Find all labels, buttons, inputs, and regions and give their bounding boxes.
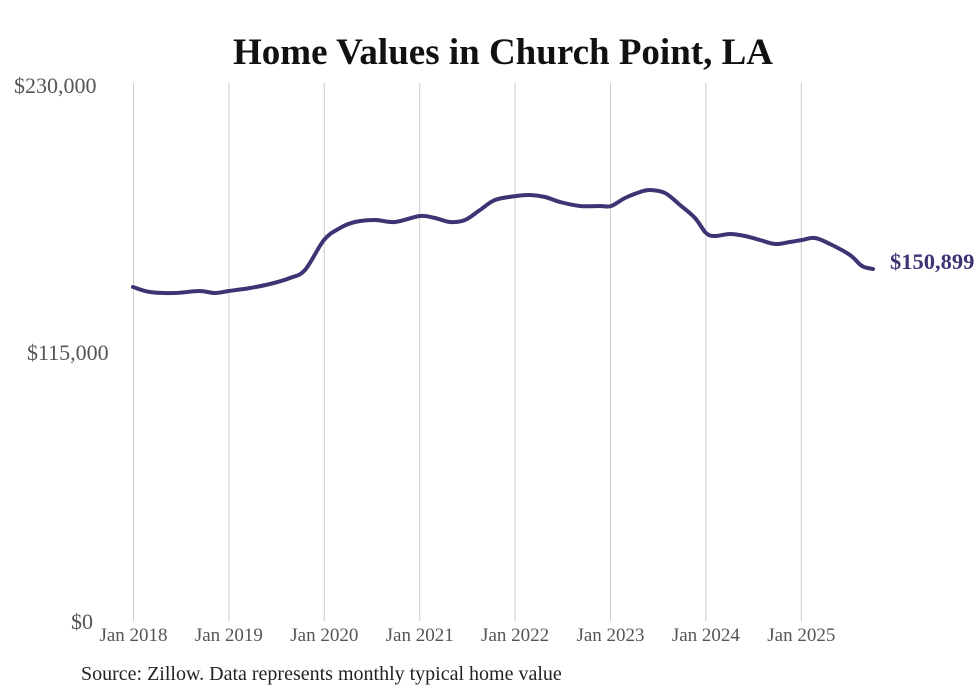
svg-text:Jan 2019: Jan 2019	[195, 625, 263, 646]
svg-text:Jan 2023: Jan 2023	[576, 625, 644, 646]
svg-text:Jan 2020: Jan 2020	[290, 625, 358, 646]
svg-text:$115,000: $115,000	[27, 340, 109, 365]
svg-text:Jan 2024: Jan 2024	[672, 625, 741, 646]
svg-text:$230,000: $230,000	[14, 73, 97, 98]
svg-text:Jan 2025: Jan 2025	[767, 625, 835, 646]
svg-text:Jan 2018: Jan 2018	[99, 625, 167, 646]
svg-text:Jan 2022: Jan 2022	[481, 625, 549, 646]
svg-text:$150,899: $150,899	[890, 249, 974, 274]
svg-text:$0: $0	[71, 609, 93, 634]
svg-text:Jan 2021: Jan 2021	[386, 625, 454, 646]
